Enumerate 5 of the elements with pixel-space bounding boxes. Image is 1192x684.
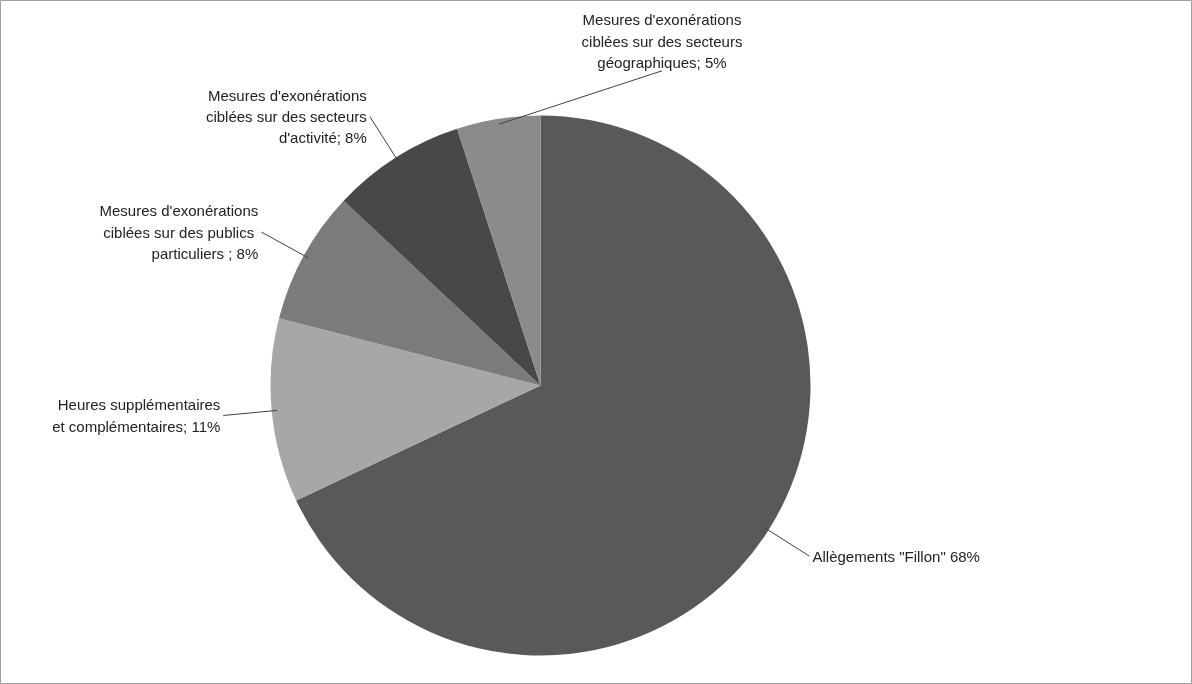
slice-label: Mesures d'exonérations ciblées sur des secteurs d'activité; 8% [205,86,367,147]
slice-label: Mesures d'exonérations ciblées sur des publics particuliers ; 8% [99,202,259,262]
slice-label: Mesures d'exonérations ciblées sur des secteurs géographiques; 5% [581,11,743,71]
slice-label: Allègements "Fillon" 68% [812,547,980,565]
slice-label: Heures supplémentaires et complémentaires; 11% [52,396,221,435]
